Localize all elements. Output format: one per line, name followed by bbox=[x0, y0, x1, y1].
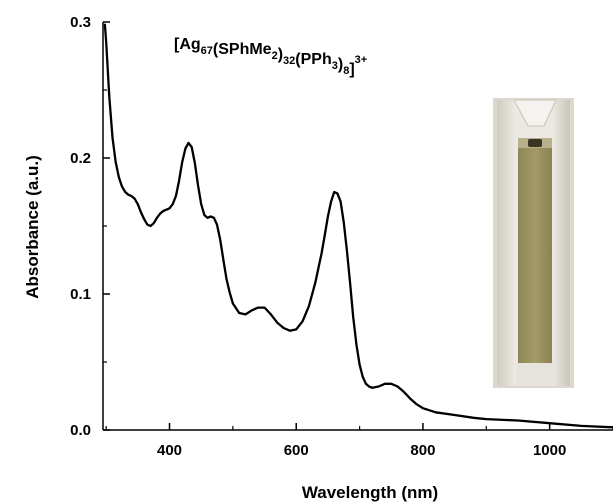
x-tick-label: 400 bbox=[157, 442, 182, 459]
compound-formula-label: [Ag67(SPhMe2)32(PPh3)8]3+ bbox=[174, 36, 367, 78]
y-tick-label: 0.3 bbox=[70, 14, 91, 31]
x-tick-label: 1000 bbox=[533, 442, 566, 459]
x-tick-label: 800 bbox=[410, 442, 435, 459]
y-tick-label: 0.2 bbox=[70, 150, 91, 167]
cuvette-photo bbox=[493, 98, 574, 388]
axis-ticks: 400 600 800 1000 0.0 0.1 0.2 0.3 bbox=[70, 14, 613, 459]
plot-area: 400 600 800 1000 0.0 0.1 0.2 0.3 bbox=[70, 14, 613, 459]
spectrum-line bbox=[103, 23, 613, 429]
y-tick-label: 0.0 bbox=[70, 422, 91, 439]
x-axis-title: Wavelength (nm) bbox=[302, 483, 438, 502]
y-axis-title: Absorbance (a.u.) bbox=[23, 155, 42, 299]
y-tick-label: 0.1 bbox=[70, 286, 91, 303]
x-tick-label: 600 bbox=[284, 442, 309, 459]
